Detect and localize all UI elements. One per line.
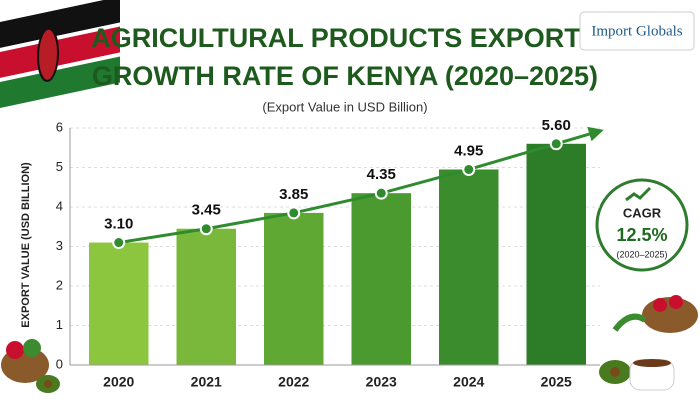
y-tick-label: 5 [56,159,63,174]
cagr-period: (2020–2025) [616,249,667,259]
trend-point [549,137,563,151]
x-tick-label: 2020 [103,374,134,390]
x-tick-label: 2025 [541,374,572,390]
value-label: 4.35 [367,166,396,183]
y-tick-label: 0 [56,356,63,371]
x-tick-label: 2022 [278,374,309,390]
produce-left [1,339,60,393]
y-tick-label: 1 [56,317,63,332]
value-label: 3.45 [192,202,221,219]
value-label: 3.85 [279,186,308,203]
cagr-value: 12.5% [616,225,667,245]
value-label: 5.60 [542,117,571,134]
value-label: 3.10 [104,216,133,233]
y-tick-label: 3 [56,238,63,253]
trend-arrow [555,126,604,146]
cagr-badge [595,178,689,272]
x-tick-label: 2024 [453,374,484,390]
x-tick-label: 2021 [191,374,222,390]
value-label: 4.95 [454,142,483,159]
bar [439,169,499,365]
title-line: AGRICULTURAL PRODUCTS EXPORTS [91,23,599,53]
flag [0,0,120,108]
trend-point [462,162,476,176]
produce-right [599,295,698,391]
cagr-label: CAGR [623,205,662,220]
subtitle: (Export Value in USD Billion) [262,99,427,114]
trend-point [374,186,388,200]
trend-point [199,222,213,236]
logo-box [579,11,695,51]
cagr-icon [625,186,652,202]
bar [526,143,586,365]
trend-line [118,142,557,245]
bar [264,212,324,365]
logo: Import Globals [591,23,682,39]
y-tick-label: 4 [56,198,63,213]
y-axis-label: EXPORT VALUE (USD BILLION) [20,162,32,328]
trend-point [112,236,126,250]
x-tick-label: 2023 [366,374,397,390]
bar [176,228,236,365]
y-tick-label: 6 [56,119,63,134]
bar [89,242,149,365]
bar [351,193,411,365]
trend-point [287,206,301,220]
y-tick-label: 2 [56,277,63,292]
title-line: GROWTH RATE OF KENYA (2020–2025) [92,61,598,91]
